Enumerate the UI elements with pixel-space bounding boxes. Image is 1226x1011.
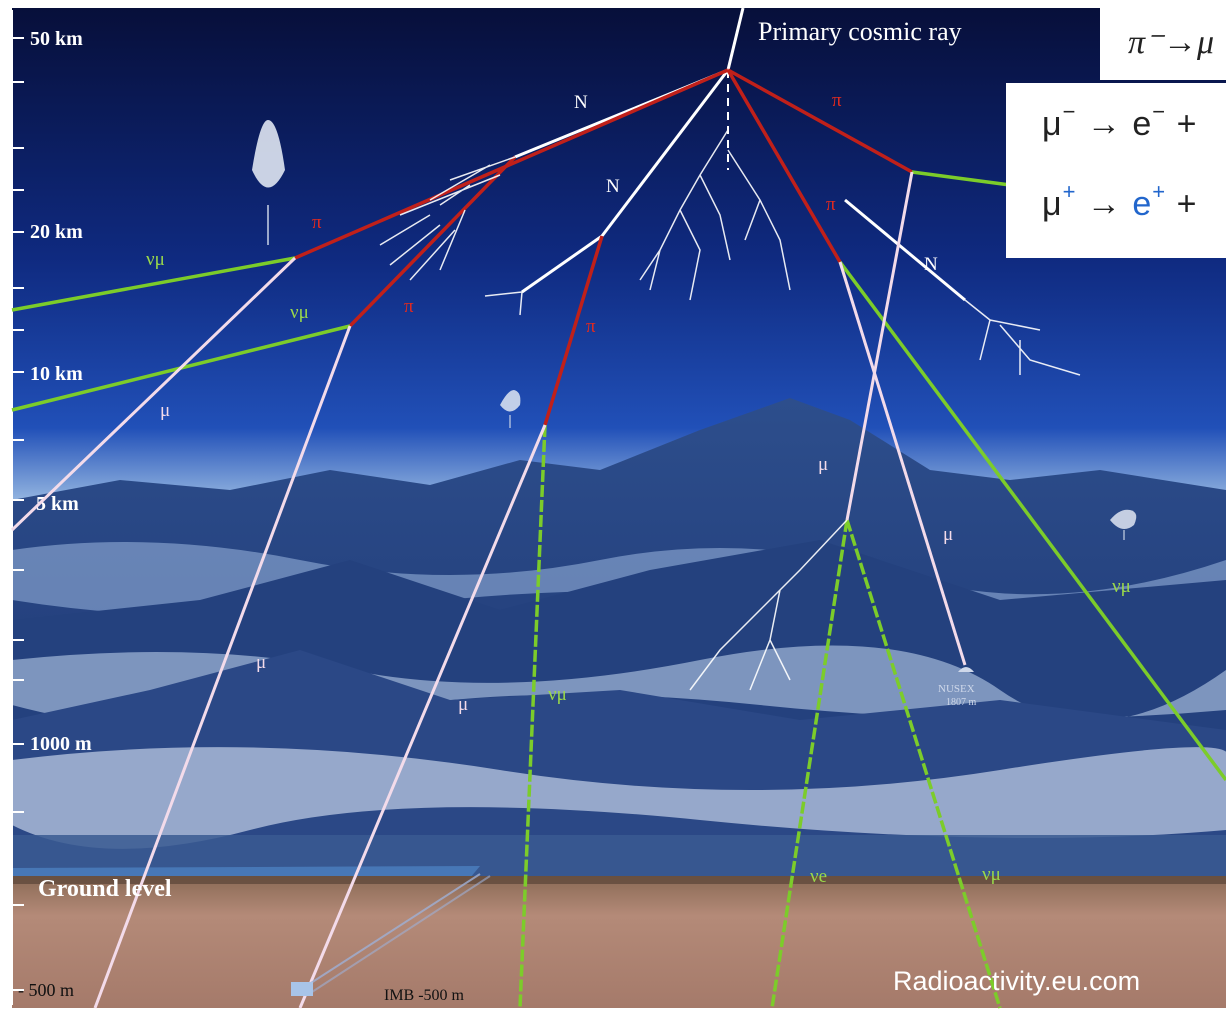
neutrino-track-7 <box>845 519 1002 1009</box>
neutrino-track-3 <box>911 170 1011 187</box>
muon-minus-decay-formula: μ− → e− + <box>1042 99 1198 144</box>
positron-charge: + <box>1152 179 1167 204</box>
label-pion-3: π <box>586 316 596 337</box>
label-nucleon-2: N <box>606 176 620 197</box>
nusex-label: NUSEX <box>938 683 975 695</box>
muon-decay-formula-box: μ− → e− + μ+ → e+ + <box>1006 83 1226 258</box>
neutrino-track-6 <box>770 519 849 1009</box>
mu-plus-charge: + <box>1062 179 1077 204</box>
subshower-right <box>964 299 1081 376</box>
label-numu-5: νμ <box>982 864 1001 885</box>
muon-track-1 <box>10 256 297 532</box>
nusex-detector: NUSEX 1807 m <box>938 667 977 708</box>
altitude-label-5km: 5 km <box>36 493 79 515</box>
cloud-band-3 <box>12 747 1226 849</box>
ground-layer <box>12 876 1226 1008</box>
muon-track-3 <box>298 424 547 1009</box>
muon-track-4 <box>845 171 914 521</box>
muon-tracks <box>10 171 967 1009</box>
neutrino-track-1 <box>11 256 296 312</box>
nucleon-track-center-branch <box>521 234 603 294</box>
label-numu-3: νμ <box>548 684 567 705</box>
mu-minus-symbol: μ <box>1042 105 1063 143</box>
label-numu-2: νμ <box>290 302 309 323</box>
label-numu-4: νμ <box>1112 576 1131 597</box>
positron-symbol: e <box>1132 185 1153 223</box>
electron-symbol: e <box>1132 105 1153 143</box>
label-muon-3: μ <box>458 694 468 715</box>
label-nucleon-1: N <box>574 92 588 113</box>
label-pion-5: π <box>832 90 842 111</box>
label-muon-5: μ <box>943 524 953 545</box>
credit-watermark: Radioactivity.eu.com <box>893 966 1140 996</box>
label-muon-1: μ <box>160 400 170 421</box>
muon-track-5 <box>838 261 967 666</box>
imb-label: IMB -500 m <box>384 987 465 1004</box>
pion-track-3 <box>543 235 604 426</box>
pion-tracks <box>294 68 913 426</box>
altitude-label-20km: 20 km <box>30 221 83 243</box>
pion-track-4 <box>726 69 842 263</box>
balloon-high <box>252 120 285 245</box>
altitude-label-10km: 10 km <box>30 363 83 385</box>
subshower-left <box>379 209 466 281</box>
pion-track-5 <box>727 68 913 174</box>
pion-decay-formula-box: π⁻→μ <box>1100 0 1226 80</box>
label-numu-1: νμ <box>146 249 165 270</box>
neutrino-track-4 <box>838 260 1226 782</box>
pion-track-2 <box>348 155 517 328</box>
primary-cosmic-ray-track <box>726 7 745 71</box>
mu-plus-symbol: μ <box>1042 185 1063 223</box>
nucleon-tracks <box>514 68 966 302</box>
imb-tank <box>291 982 313 996</box>
muon-plus-decay-formula: μ+ → e+ + <box>1042 179 1198 224</box>
pion-track-1 <box>294 68 729 260</box>
nucleon-track-right <box>844 198 966 302</box>
label-pion-1: π <box>312 212 322 233</box>
particle-labels: N N N π π π π π νμ νμ νμ νμ νμ νe μ μ μ … <box>146 90 1131 887</box>
altitude-label-minus-500m: - 500 m <box>18 980 74 1000</box>
mu-minus-charge: − <box>1062 99 1077 124</box>
arrow-1: → <box>1086 105 1122 143</box>
label-muon-4: μ <box>818 454 828 475</box>
balloon-low <box>1110 509 1137 540</box>
label-muon-2: μ <box>256 652 266 673</box>
imb-detector: IMB -500 m <box>291 873 491 1004</box>
subshower-left-top <box>399 156 516 216</box>
plus-2: + <box>1176 185 1198 223</box>
label-nucleon-3: N <box>924 254 938 275</box>
subshower-center <box>639 129 791 301</box>
ground-surface <box>12 876 1226 884</box>
nusex-depth: 1807 m <box>946 697 977 708</box>
balloon-mid <box>500 390 521 428</box>
neutrino-track-5 <box>518 424 547 1009</box>
muon-track-2 <box>93 325 352 1009</box>
em-subshowers <box>379 129 1081 691</box>
label-nue: νe <box>810 866 827 887</box>
nucleon-track-center <box>600 69 730 237</box>
label-pion-2: π <box>404 296 414 317</box>
electron-charge: − <box>1152 99 1167 124</box>
altitude-label-1000m: 1000 m <box>30 733 92 755</box>
pion-decay-formula: π⁻→μ <box>1128 24 1215 61</box>
altitude-ticks <box>12 37 24 991</box>
subshower-nucleon-branch <box>484 291 523 316</box>
arrow-2: → <box>1086 185 1122 223</box>
subshower-muon-decay <box>689 519 848 691</box>
ground-level-label: Ground level <box>38 876 172 902</box>
altitude-label-50km: 50 km <box>30 28 83 50</box>
plus-1: + <box>1176 105 1198 143</box>
label-pion-4: π <box>826 194 836 215</box>
primary-cosmic-ray-label: Primary cosmic ray <box>758 17 962 46</box>
